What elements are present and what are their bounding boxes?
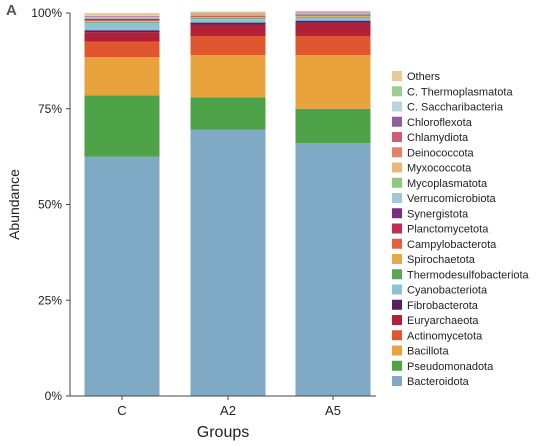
bar-segment-A5-thermodesulfobacteriota	[295, 16, 371, 18]
legend-label-cyanobacteriota: Cyanobacteriota	[407, 285, 488, 297]
legend-layer: Others C. Thermoplasmatota C. Saccharibact…	[392, 71, 530, 388]
y-tick-label: 75%	[38, 102, 62, 116]
bar-segment-A2-thermodesulfobacteriota	[190, 17, 266, 19]
bar-segment-A5-fibrobacterota	[295, 20, 371, 23]
bar-segment-C-pseudomonadota	[84, 95, 160, 157]
legend-label-euryarchaeota: Euryarchaeota	[407, 315, 479, 327]
y-tick-label: 100%	[31, 6, 62, 20]
legend-label-actinomycetota: Actinomycetota	[407, 330, 483, 342]
axes-layer: 0% 25% 50% 75% 100% C A2 A5 Groups Abundance	[6, 6, 376, 441]
bar-segment-A2-bacillota	[190, 55, 266, 98]
x-tick-label: A5	[325, 403, 341, 418]
legend-label-others: Others	[407, 71, 441, 83]
bar-segment-A5-bacteroidota	[295, 143, 371, 396]
bar-segment-C-bacteroidota	[84, 156, 160, 396]
legend-label-chlamydiota: Chlamydiota	[407, 132, 469, 144]
bar-segment-A5-campylobacterota	[295, 15, 371, 17]
legend-label-verrucomicrobiota: Verrucomicrobiota	[407, 193, 497, 205]
bar-segment-A2-pseudomonadota	[190, 97, 266, 130]
legend-swatch-chloroflexota	[392, 116, 402, 127]
legend-label-chloroflexota: Chloroflexota	[407, 117, 473, 129]
legend-swatch-c-thermoplasmatota	[392, 86, 402, 97]
legend-swatch-campylobacterota	[392, 238, 402, 249]
legend-swatch-deinococcota	[392, 147, 402, 158]
bar-segment-C-bacillota	[84, 57, 160, 96]
y-tick-label: 50%	[38, 198, 62, 212]
legend-swatch-myxococcota	[392, 162, 402, 173]
legend-swatch-fibrobacterota	[392, 299, 402, 310]
bar-segment-C-others	[84, 13, 160, 16]
bar-segment-A2-others	[190, 11, 266, 13]
legend-swatch-synergistota	[392, 208, 402, 219]
legend-label-synergistota: Synergistota	[407, 208, 469, 220]
x-axis-title: Groups	[197, 424, 249, 441]
legend-label-thermodesulfobacteriota: Thermodesulfobacteriota	[407, 269, 530, 281]
bar-segment-C-verrucomicrobiota	[84, 17, 160, 19]
bar-segment-A5-others	[295, 10, 371, 12]
x-tick-label: C	[117, 403, 126, 418]
legend-swatch-mycoplasmatota	[392, 177, 402, 188]
legend-swatch-chlamydiota	[392, 132, 402, 142]
bar-segment-A2-fibrobacterota	[190, 22, 266, 25]
bar-segment-A5-pseudomonadota	[295, 108, 371, 144]
legend-label-mycoplasmatota: Mycoplasmatota	[407, 178, 488, 190]
bar-segment-A2-actinomycetota	[190, 35, 266, 56]
bar-segment-A2-bacteroidota	[190, 129, 266, 396]
legend-label-c-thermoplasmatota: C. Thermoplasmatota	[407, 86, 513, 98]
legend-swatch-others	[392, 71, 402, 81]
legend-label-fibrobacterota: Fibrobacterota	[407, 300, 479, 312]
legend-swatch-euryarchaeota	[392, 315, 402, 325]
bar-segment-C-planctomycetota	[84, 19, 160, 21]
bar-segment-C-campylobacterota	[84, 20, 160, 22]
legend-swatch-pseudomonadota	[392, 360, 402, 371]
bar-segment-C-synergistota	[84, 18, 160, 20]
x-tick-label: A2	[220, 403, 236, 418]
legend-label-pseudomonadota: Pseudomonadota	[407, 361, 494, 373]
legend-label-deinococcota: Deinococcota	[407, 147, 475, 159]
legend-label-campylobacterota: Campylobacterota	[407, 239, 497, 251]
bar-segment-A2-spirochaetota	[190, 17, 266, 18]
bar-segment-A5-euryarchaeota	[295, 22, 371, 36]
y-axis-title: Abundance	[6, 169, 22, 240]
bar-segment-C-spirochaetota	[84, 21, 160, 22]
legend-label-myxococcota: Myxococcota	[407, 163, 472, 175]
y-tick-label: 25%	[38, 293, 62, 307]
bar-segment-A2-cyanobacteriota	[190, 18, 266, 23]
bar-segment-A5-cyanobacteriota	[295, 17, 371, 21]
legend-label-bacillota: Bacillota	[407, 346, 449, 358]
legend-label-spirochaetota: Spirochaetota	[407, 254, 476, 266]
legend-label-c-saccharibacteria: C. Saccharibacteria	[407, 102, 504, 114]
bars-layer	[84, 10, 371, 396]
bar-segment-A5-bacillota	[295, 55, 371, 109]
panel-label: A	[6, 2, 17, 19]
bar-segment-A5-actinomycetota	[295, 35, 371, 56]
legend-swatch-thermodesulfobacteriota	[392, 269, 402, 280]
bar-segment-C-fibrobacterota	[84, 30, 160, 33]
bar-segment-C-actinomycetota	[84, 41, 160, 58]
legend-label-bacteroidota: Bacteroidota	[407, 376, 470, 388]
legend-label-planctomycetota: Planctomycetota	[407, 224, 489, 236]
bar-segment-C-euryarchaeota	[84, 32, 160, 42]
legend-swatch-c-saccharibacteria	[392, 101, 402, 112]
bar-segment-A2-campylobacterota	[190, 16, 266, 18]
y-tick-label: 0%	[45, 389, 63, 403]
legend-swatch-spirochaetota	[392, 254, 402, 264]
legend-swatch-cyanobacteriota	[392, 284, 402, 295]
legend-swatch-actinomycetota	[392, 330, 402, 341]
bar-segment-A2-euryarchaeota	[190, 24, 266, 36]
legend-swatch-bacteroidota	[392, 376, 402, 386]
bar-segment-C-cyanobacteriota	[84, 22, 160, 31]
legend-swatch-bacillota	[392, 345, 402, 356]
legend-swatch-planctomycetota	[392, 223, 402, 234]
bar-segment-C-thermodesulfobacteriota	[84, 21, 160, 23]
legend-swatch-verrucomicrobiota	[392, 193, 402, 203]
bar-segment-A5-spirochaetota	[295, 16, 371, 17]
